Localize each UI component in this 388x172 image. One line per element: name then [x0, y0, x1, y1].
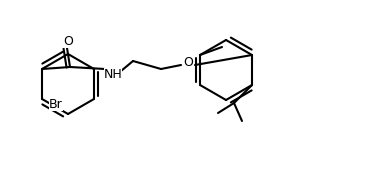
Text: NH: NH	[104, 67, 122, 80]
Text: O: O	[183, 56, 193, 68]
Text: Br: Br	[49, 98, 63, 110]
Text: O: O	[63, 35, 73, 47]
